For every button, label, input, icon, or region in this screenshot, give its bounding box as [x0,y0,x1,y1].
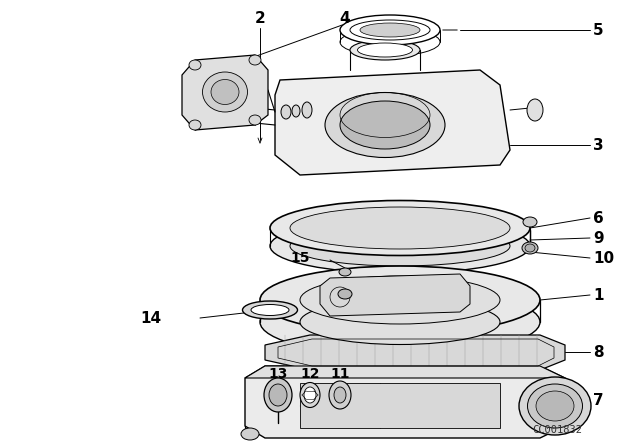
Ellipse shape [208,99,226,125]
Polygon shape [275,70,510,175]
Ellipse shape [290,207,510,249]
Ellipse shape [260,288,540,356]
Text: 1: 1 [593,288,604,302]
Ellipse shape [292,105,300,117]
Ellipse shape [339,268,351,276]
Ellipse shape [270,219,530,273]
Text: 7: 7 [593,392,604,408]
Ellipse shape [189,120,201,130]
Polygon shape [245,366,565,378]
Ellipse shape [334,387,346,403]
Ellipse shape [325,92,445,158]
Ellipse shape [264,378,292,412]
Ellipse shape [523,217,537,227]
Ellipse shape [241,428,259,440]
Polygon shape [245,366,565,438]
Ellipse shape [340,101,430,149]
Ellipse shape [536,391,574,421]
Ellipse shape [300,383,320,408]
Polygon shape [182,55,268,130]
Ellipse shape [260,266,540,334]
Ellipse shape [243,301,298,319]
Ellipse shape [290,226,510,266]
Ellipse shape [281,105,291,119]
Ellipse shape [329,381,351,409]
Ellipse shape [300,300,500,345]
Ellipse shape [350,20,430,40]
Text: 5: 5 [593,22,604,38]
Text: CC001832: CC001832 [532,425,582,435]
Text: 3: 3 [593,138,604,152]
Polygon shape [300,383,500,428]
Ellipse shape [340,15,440,45]
Ellipse shape [522,242,538,254]
Text: 13: 13 [268,367,288,381]
Ellipse shape [270,201,530,255]
Text: 14: 14 [140,310,161,326]
Ellipse shape [304,387,316,403]
Polygon shape [265,335,565,370]
Text: 8: 8 [593,345,604,359]
Text: 6: 6 [593,211,604,225]
Ellipse shape [302,102,312,118]
Ellipse shape [189,60,201,70]
Ellipse shape [358,43,413,57]
Text: 2: 2 [255,10,266,26]
Ellipse shape [269,384,287,406]
Ellipse shape [527,99,543,121]
Ellipse shape [527,384,582,428]
Ellipse shape [338,289,352,299]
Text: 15: 15 [291,251,310,265]
Ellipse shape [249,55,261,65]
Text: 11: 11 [330,367,349,381]
Polygon shape [320,274,470,316]
Ellipse shape [360,23,420,37]
Text: 10: 10 [593,250,614,266]
Text: 9: 9 [593,231,604,246]
Ellipse shape [519,377,591,435]
Text: 4: 4 [340,10,350,26]
Text: 12: 12 [300,367,320,381]
Ellipse shape [202,72,248,112]
Ellipse shape [350,40,420,60]
Ellipse shape [211,79,239,104]
Ellipse shape [300,276,500,324]
Ellipse shape [251,305,289,315]
Ellipse shape [249,115,261,125]
Ellipse shape [525,244,535,252]
